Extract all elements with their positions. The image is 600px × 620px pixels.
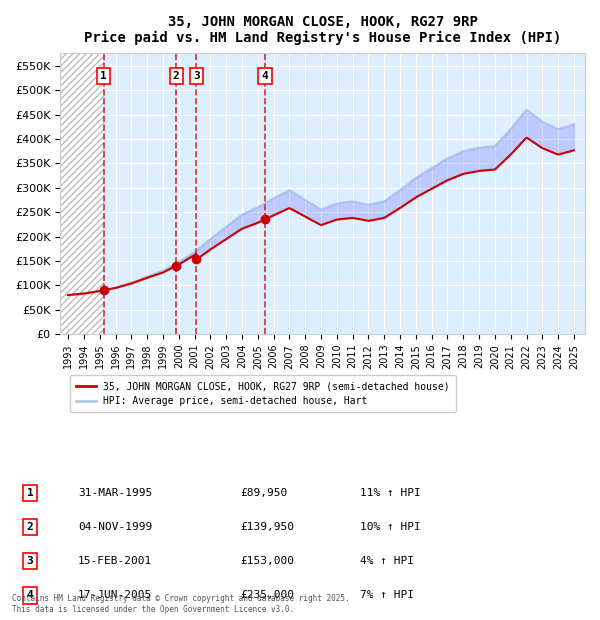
- Bar: [60, 53, 104, 334]
- Text: 3: 3: [26, 556, 34, 566]
- Text: 10% ↑ HPI: 10% ↑ HPI: [360, 522, 421, 532]
- Text: £139,950: £139,950: [240, 522, 294, 532]
- Text: Contains HM Land Registry data © Crown copyright and database right 2025.
This d: Contains HM Land Registry data © Crown c…: [12, 595, 350, 614]
- Bar: [60, 53, 104, 334]
- Title: 35, JOHN MORGAN CLOSE, HOOK, RG27 9RP
Price paid vs. HM Land Registry's House Pr: 35, JOHN MORGAN CLOSE, HOOK, RG27 9RP Pr…: [84, 15, 561, 45]
- Text: 04-NOV-1999: 04-NOV-1999: [78, 522, 152, 532]
- Text: 15-FEB-2001: 15-FEB-2001: [78, 556, 152, 566]
- Text: 17-JUN-2005: 17-JUN-2005: [78, 590, 152, 600]
- Text: 4: 4: [26, 590, 34, 600]
- Text: 31-MAR-1995: 31-MAR-1995: [78, 488, 152, 498]
- Text: £89,950: £89,950: [240, 488, 287, 498]
- Text: 1: 1: [100, 71, 107, 81]
- Text: 1: 1: [26, 488, 34, 498]
- Text: 2: 2: [173, 71, 179, 81]
- Text: 11% ↑ HPI: 11% ↑ HPI: [360, 488, 421, 498]
- Text: 7% ↑ HPI: 7% ↑ HPI: [360, 590, 414, 600]
- Text: £235,000: £235,000: [240, 590, 294, 600]
- Legend: 35, JOHN MORGAN CLOSE, HOOK, RG27 9RP (semi-detached house), HPI: Average price,: 35, JOHN MORGAN CLOSE, HOOK, RG27 9RP (s…: [70, 376, 456, 412]
- Text: 3: 3: [193, 71, 200, 81]
- Text: 4: 4: [262, 71, 268, 81]
- Text: 4% ↑ HPI: 4% ↑ HPI: [360, 556, 414, 566]
- Text: 2: 2: [26, 522, 34, 532]
- Text: £153,000: £153,000: [240, 556, 294, 566]
